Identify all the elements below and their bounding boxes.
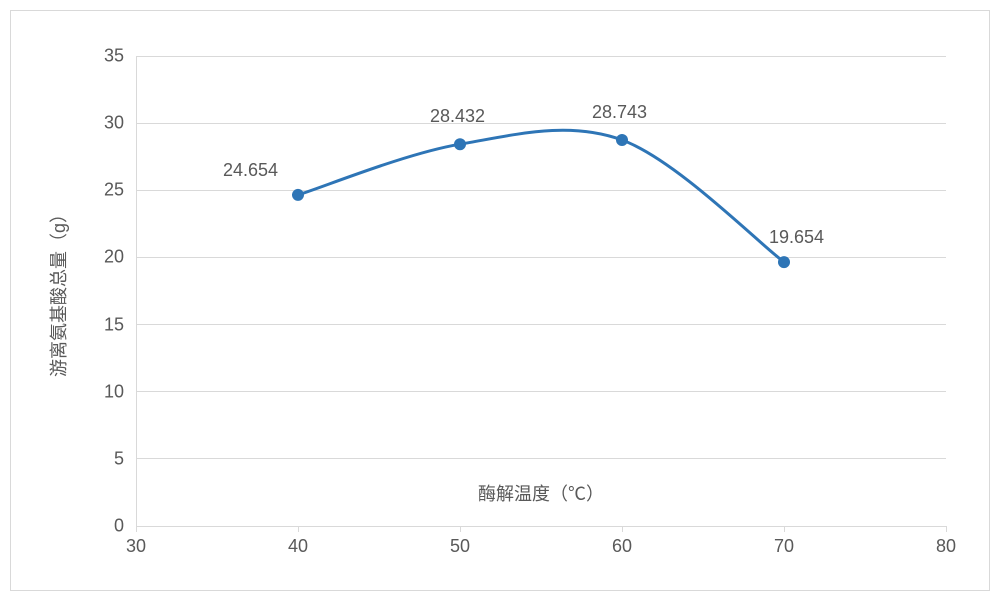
x-tick-label: 60 (612, 536, 632, 557)
y-tick-label: 15 (104, 314, 124, 335)
data-label: 28.743 (592, 102, 647, 123)
y-tick-label: 25 (104, 180, 124, 201)
y-tick-label: 30 (104, 113, 124, 134)
y-tick-label: 10 (104, 381, 124, 402)
x-tick-label: 30 (126, 536, 146, 557)
series-line (298, 130, 784, 262)
x-tick-mark (946, 526, 947, 532)
y-tick-label: 35 (104, 46, 124, 67)
data-marker (292, 189, 304, 201)
data-marker (778, 256, 790, 268)
data-marker (616, 134, 628, 146)
y-tick-label: 0 (114, 516, 124, 537)
x-tick-mark (460, 526, 461, 532)
y-axis-title: 游离氨基酸总量（g） (45, 205, 71, 377)
data-label: 28.432 (430, 106, 485, 127)
x-tick-label: 80 (936, 536, 956, 557)
y-tick-label: 5 (114, 448, 124, 469)
plot-area: 05101520253035304050607080游离氨基酸总量（g）酶解温度… (136, 56, 946, 526)
x-tick-mark (298, 526, 299, 532)
x-tick-mark (622, 526, 623, 532)
x-tick-mark (784, 526, 785, 532)
data-label: 19.654 (769, 227, 824, 248)
x-tick-mark (136, 526, 137, 532)
x-tick-label: 40 (288, 536, 308, 557)
data-marker (454, 138, 466, 150)
x-tick-label: 70 (774, 536, 794, 557)
data-label: 24.654 (223, 160, 278, 181)
x-tick-label: 50 (450, 536, 470, 557)
series-svg (136, 56, 946, 526)
chart-frame: 05101520253035304050607080游离氨基酸总量（g）酶解温度… (10, 10, 990, 591)
y-tick-label: 20 (104, 247, 124, 268)
